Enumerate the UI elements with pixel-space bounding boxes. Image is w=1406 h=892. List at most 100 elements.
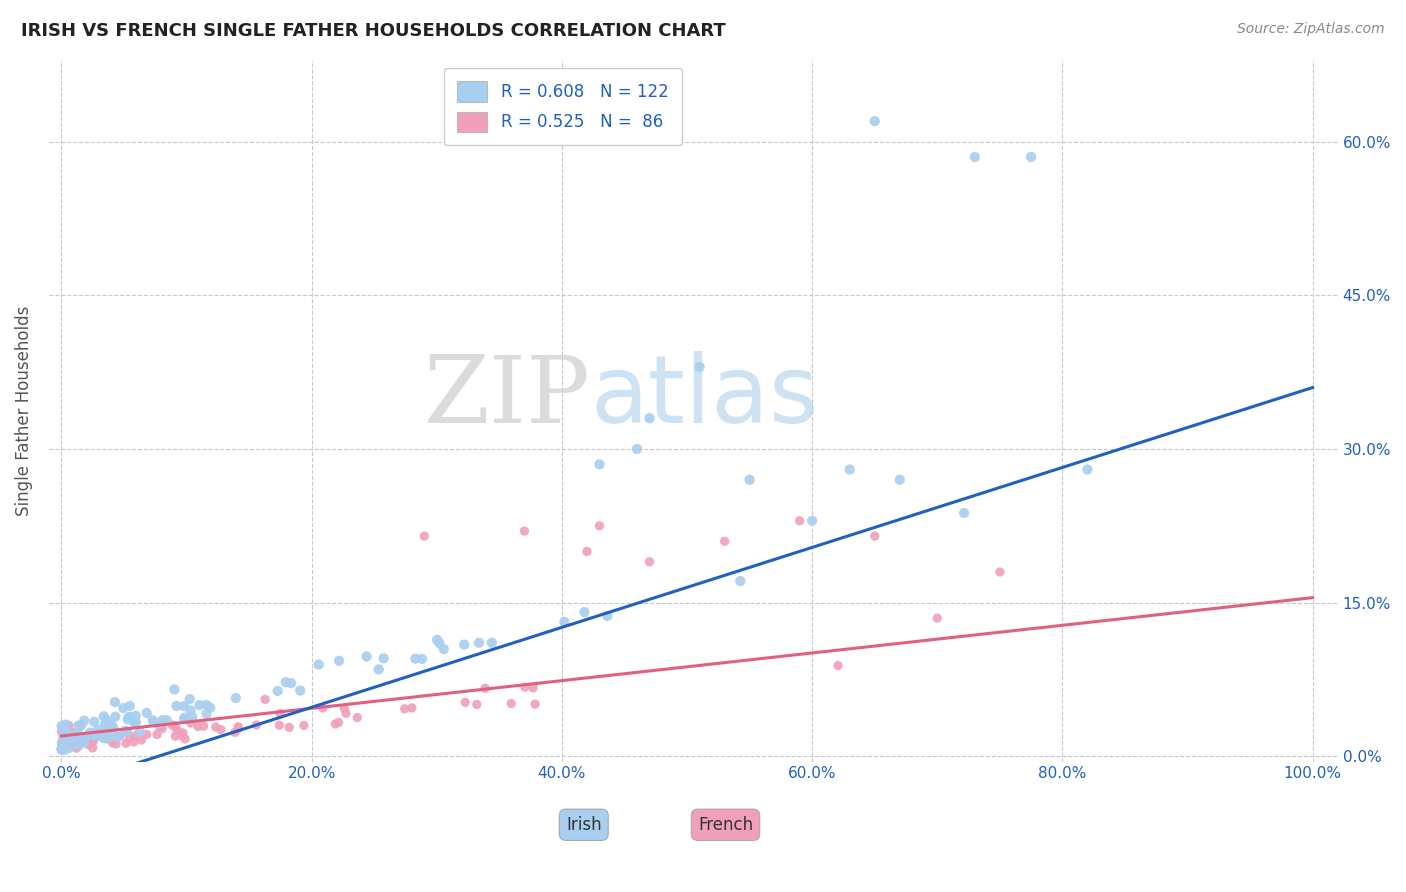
Point	[72, 733, 94, 747]
Point	[863, 114, 886, 128]
Point	[100, 718, 122, 732]
Point	[204, 720, 226, 734]
Point	[468, 636, 491, 650]
Point	[889, 473, 911, 487]
Point	[513, 680, 536, 694]
Point	[163, 682, 186, 697]
Point	[266, 684, 288, 698]
Point	[125, 715, 148, 730]
Point	[827, 658, 849, 673]
Point	[63, 739, 86, 753]
Y-axis label: Single Father Households: Single Father Households	[15, 305, 32, 516]
Point	[638, 411, 661, 425]
Point	[87, 723, 110, 737]
Point	[83, 714, 105, 729]
Point	[173, 699, 195, 714]
Point	[59, 728, 82, 742]
Point	[198, 700, 221, 714]
Point	[86, 729, 108, 743]
Point	[638, 555, 661, 569]
Point	[66, 726, 89, 740]
Point	[209, 723, 232, 737]
Point	[118, 710, 141, 724]
Point	[118, 698, 141, 713]
Point	[115, 736, 138, 750]
Point	[65, 741, 87, 756]
Point	[77, 738, 100, 752]
Text: Irish: Irish	[567, 816, 602, 834]
Point	[112, 701, 135, 715]
Point	[55, 734, 77, 748]
Point	[150, 722, 173, 736]
Point	[689, 359, 711, 374]
Point	[82, 733, 104, 747]
Point	[90, 729, 112, 743]
Point	[172, 726, 194, 740]
Point	[52, 720, 75, 734]
Point	[118, 731, 141, 745]
Point	[52, 730, 75, 744]
Text: Source: ZipAtlas.com: Source: ZipAtlas.com	[1237, 22, 1385, 37]
Point	[148, 719, 170, 733]
Point	[226, 720, 249, 734]
Point	[245, 718, 267, 732]
Point	[522, 681, 544, 695]
Point	[142, 713, 165, 727]
Point	[181, 710, 204, 724]
Point	[60, 731, 83, 746]
Point	[173, 712, 195, 726]
Point	[574, 605, 596, 619]
Point	[72, 732, 94, 747]
Point	[63, 733, 86, 747]
Point	[82, 734, 104, 748]
Point	[838, 462, 860, 476]
Point	[87, 726, 110, 740]
Point	[501, 697, 523, 711]
Point	[730, 574, 752, 588]
Point	[801, 514, 824, 528]
Point	[789, 514, 811, 528]
Point	[165, 719, 187, 733]
Point	[454, 695, 477, 709]
Point	[269, 718, 291, 732]
Point	[70, 718, 93, 732]
Point	[69, 719, 91, 733]
Point	[63, 730, 86, 744]
Point	[325, 717, 347, 731]
Point	[453, 638, 475, 652]
Point	[596, 608, 619, 623]
Point	[94, 721, 117, 735]
Point	[52, 723, 75, 738]
Point	[94, 731, 117, 745]
Point	[481, 636, 503, 650]
Point	[93, 709, 115, 723]
Point	[55, 717, 77, 731]
Point	[588, 458, 610, 472]
Point	[328, 715, 350, 730]
Point	[124, 729, 146, 743]
Point	[165, 729, 187, 743]
Point	[114, 723, 136, 738]
Point	[195, 706, 218, 721]
Point	[80, 734, 103, 748]
Point	[56, 725, 79, 739]
Point	[55, 738, 77, 752]
Point	[170, 729, 193, 743]
Point	[51, 742, 73, 756]
Point	[963, 150, 986, 164]
Point	[195, 698, 218, 712]
Point	[51, 724, 73, 739]
Point	[401, 701, 423, 715]
Point	[713, 534, 735, 549]
Point	[433, 642, 456, 657]
Point	[224, 725, 246, 739]
Point	[73, 731, 96, 746]
Point	[69, 731, 91, 746]
Point	[188, 698, 211, 712]
Point	[142, 714, 165, 729]
Point	[86, 728, 108, 742]
Point	[59, 731, 82, 745]
Point	[79, 725, 101, 739]
Point	[308, 657, 330, 672]
Point	[166, 698, 188, 713]
